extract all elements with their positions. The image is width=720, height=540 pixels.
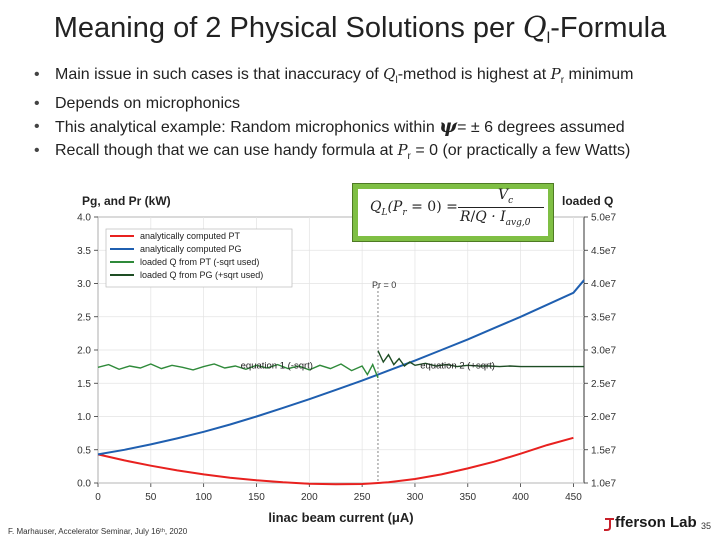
y2-tick-label: 5.0e7 [591,213,616,224]
title-text: Meaning of 2 Physical Solutions per [53,12,523,44]
formula-arg-sub: r [402,207,407,218]
bullet-1-q-sub: l [395,75,398,87]
bullet-3-text-a: This analytical example: Random micropho… [55,119,440,137]
bullet-4-p-sub: r [407,151,411,163]
series-line-4 [377,350,584,368]
formula-slash: / [470,209,476,225]
formula-i-sub: avg,0 [505,217,531,228]
bullet-item-2: Depends on microphonics [34,92,633,115]
formula-fraction-bar [458,207,544,208]
y-tick-label: 2.0 [77,346,91,357]
formula-v-sub: c [508,195,514,206]
formula-qq: Q [475,209,487,225]
formula-r: R [460,209,471,225]
legend-label: analytically computed PT [140,231,241,241]
y2-tick-label: 2.0e7 [591,412,616,423]
bullet-1-q-symbol: Q [383,65,396,83]
y2-axis-title: loaded Q [562,194,613,208]
jefferson-lab-logo-text: fferson Lab [615,514,697,531]
y2-tick-label: 1.5e7 [591,445,616,456]
formula-lhs: QL(Pr = 0) = [370,199,458,218]
slide-title: Meaning of 2 Physical Solutions per Ql-F… [0,10,720,48]
formula-denominator: R/Q · Iavg,0 [460,209,530,228]
bullet-3-psi-symbol: ψ [439,115,458,138]
x-tick-label: 450 [565,492,582,503]
formula-body: QL(Pr = 0) = Vc R/Q · Iavg,0 [358,187,548,236]
formula-numerator: Vc [498,187,513,206]
x-tick-label: 400 [512,492,529,503]
pr-zero-label: Pr = 0 [372,280,396,290]
title-q-symbol: Q [522,10,547,44]
bullet-1-text-a: Main issue in such cases is that inaccur… [55,66,384,83]
bullet-4-text-b: = 0 (or practically a few Watts) [410,142,631,160]
x-tick-label: 150 [248,492,265,503]
bullet-1-p-symbol: P [550,65,561,83]
bullet-item-4: Recall though that we can use handy form… [34,139,633,168]
x-tick-label: 300 [407,492,424,503]
bullet-1-text-b: -method is highest at [397,66,551,83]
formula-box: QL(Pr = 0) = Vc R/Q · Iavg,0 [352,183,554,242]
formula-i: · I [491,209,506,225]
x-axis-title: linac beam current (μA) [268,510,413,525]
y-tick-label: 0.0 [77,479,91,490]
bullet-4-text-a: Recall though that we can use handy form… [55,142,398,160]
annotation-equation-2: equation 2 (+sqrt) [420,361,495,372]
title-suffix: -Formula [550,12,667,44]
title-q-subscript: l [546,30,551,47]
y-tick-label: 1.5 [77,379,91,390]
x-tick-label: 200 [301,492,318,503]
legend-box [105,228,293,288]
page-number: 35 [701,521,712,531]
y-tick-label: 2.5 [77,312,91,323]
footer-citation: F. Marhauser, Accelerator Seminar, July … [8,527,188,536]
legend-label: loaded Q from PG (+sqrt used) [140,270,263,280]
bullet-item-1: Main issue in such cases is that inaccur… [34,63,633,92]
y-tick-label: 4.0 [77,213,91,224]
y-tick-label: 1.0 [77,412,91,423]
x-tick-label: 0 [95,492,101,503]
bullet-2-text: Depends on microphonics [55,95,240,113]
formula-eq: = 0) = [406,199,458,215]
x-tick-label: 250 [354,492,371,503]
bullet-4-p-symbol: P [397,141,408,160]
formula-q: Q [370,199,382,215]
y2-tick-label: 3.5e7 [591,312,616,323]
x-tick-label: 350 [459,492,476,503]
bullet-1-text-c: minimum [564,66,634,83]
y2-tick-label: 3.0e7 [591,346,616,357]
series-line-2 [97,279,585,456]
y-tick-label: 3.5 [77,246,91,257]
series-line-1 [97,436,574,486]
legend-label: analytically computed PG [140,244,242,254]
x-tick-label: 50 [145,492,157,503]
chart-svg: 0 50 100 150 200 250 300 350 400 450 0.0 0.5 1.0 1.5 2… [77,194,616,525]
y-tick-label: 3.0 [77,279,91,290]
chart-area: 0 50 100 150 200 250 300 350 400 450 0.0 0.5 1.0 1.5 2… [60,180,630,532]
x-tick-label: 100 [195,492,212,503]
y2-tick-label: 1.0e7 [591,479,616,490]
y2-tick-label: 4.5e7 [591,246,616,257]
formula-v: V [498,187,509,203]
y2-tick-label: 4.0e7 [591,279,616,290]
legend-label: loaded Q from PT (-sqrt used) [140,257,259,267]
y-tick-label: 0.5 [77,445,91,456]
bullet-list: Main issue in such cases is that inaccur… [34,63,633,168]
bullet-item-3: This analytical example: Random micropho… [34,115,633,139]
formula-q-sub: L [381,207,388,218]
y2-tick-label: 2.5e7 [591,379,616,390]
bullet-3-text-b: = ± 6 degrees assumed [457,119,625,137]
y-axis-title: Pg, and Pr (kW) [82,194,171,208]
series-line-3 [97,362,379,379]
jefferson-lab-logo-icon [604,518,614,531]
bullet-1-p-sub: r [560,75,565,87]
annotation-equation-1: equation 1 (-sqrt) [241,361,313,372]
formula-arg: (P [387,199,403,215]
